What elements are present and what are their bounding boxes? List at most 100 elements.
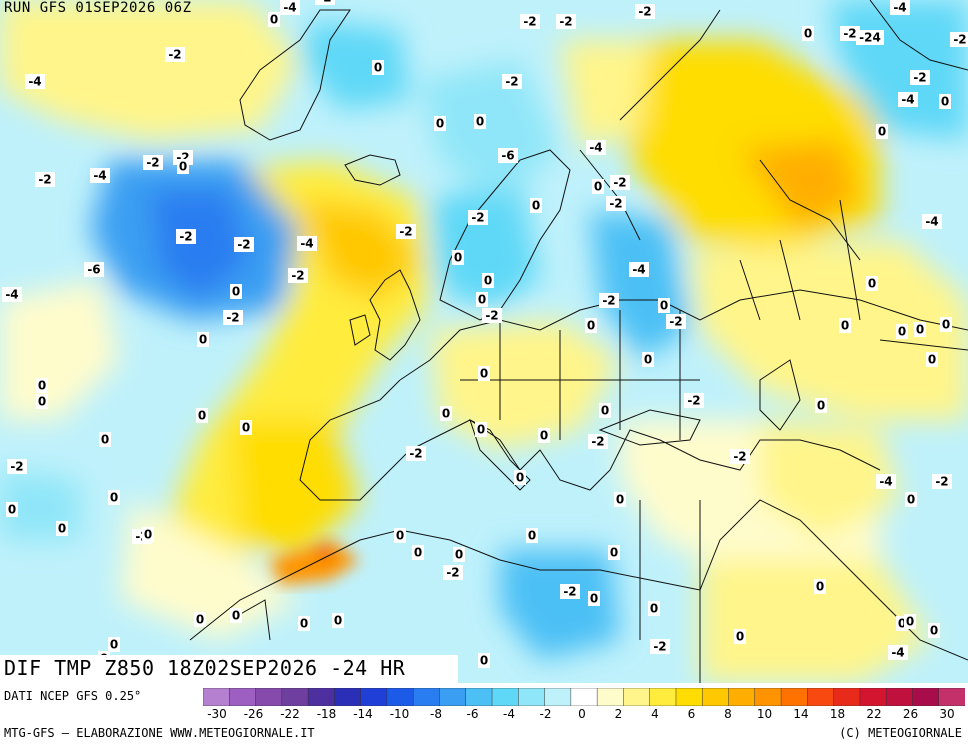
svg-text:0: 0 [660,299,668,313]
source-label: DATI NCEP GFS 0.25° [4,689,142,703]
contour-label: 0 [658,298,670,313]
color-scale-tick: -22 [280,707,300,721]
contour-label: -2 [176,229,196,244]
temperature-anomaly-map: -4-20-2-2-2-40-2-24-20-2-40-20-2-400-2-2… [0,0,968,683]
svg-text:0: 0 [878,125,886,139]
svg-text:-4: -4 [589,141,602,155]
svg-text:0: 0 [232,609,240,623]
contour-label: 0 [394,528,406,543]
color-scale-tick: 22 [866,707,882,721]
color-scale-tick: -6 [466,707,479,721]
contour-label: 0 [56,521,68,536]
contour-label: 0 [526,528,538,543]
color-swatch [203,688,231,706]
contour-label: 0 [453,547,465,562]
svg-text:-2: -2 [168,48,181,62]
svg-text:-2: -2 [237,238,250,252]
color-scale [203,688,965,706]
contour-label: 0 [866,276,878,291]
color-swatch [360,688,388,706]
svg-text:0: 0 [594,180,602,194]
svg-text:-2: -2 [733,450,746,464]
color-scale-tick: 2 [614,707,623,721]
svg-text:-4: -4 [879,475,892,489]
color-scale-tick: -26 [243,707,264,721]
color-swatch [859,688,887,706]
svg-text:0: 0 [930,624,938,638]
run-title: RUN GFS 01SEP2026 06Z [4,0,192,16]
svg-text:0: 0 [334,614,342,628]
svg-text:0: 0 [455,548,463,562]
svg-text:0: 0 [898,617,906,631]
svg-text:0: 0 [942,318,950,332]
contour-label: -4 [890,0,910,15]
contour-label: -2 [840,26,860,41]
contour-label: 0 [585,318,597,333]
svg-text:0: 0 [476,115,484,129]
svg-text:0: 0 [480,654,488,668]
contour-label: -2 [932,474,952,489]
contour-label: 0 [108,490,120,505]
contour-label: 0 [926,352,938,367]
contour-label: -2 [223,310,243,325]
color-scale-tick: -10 [389,707,410,721]
svg-text:-4: -4 [925,215,938,229]
svg-text:-2: -2 [609,197,622,211]
color-scale-tick: 0 [578,707,586,721]
contour-label: 0 [230,284,242,299]
contour-label: -2 [599,293,619,308]
contour-label: 0 [814,579,826,594]
svg-text:0: 0 [196,613,204,627]
contour-label: -24 [856,30,884,45]
svg-text:-4: -4 [93,169,106,183]
svg-text:0: 0 [868,277,876,291]
svg-text:-4: -4 [891,646,904,660]
color-scale-tick: -30 [207,707,227,721]
color-swatch [544,688,572,706]
contour-label: 0 [530,198,542,213]
svg-text:-4: -4 [893,1,906,15]
color-scale-tick: 4 [651,707,659,721]
svg-text:0: 0 [454,251,462,265]
contour-label: -2 [560,584,580,599]
contour-label: -2 [730,449,750,464]
color-swatch [623,688,651,706]
contour-label: 0 [36,378,48,393]
contour-label: 0 [412,545,424,560]
contour-label: -4 [922,214,942,229]
color-swatch [386,688,414,706]
contour-label: -2 [650,639,670,654]
svg-text:0: 0 [907,493,915,507]
contour-label: 0 [230,608,242,623]
field-title-box: DIF TMP Z850 18Z02SEP2026 -24 HR [0,655,458,683]
contour-label: 0 [876,124,888,139]
svg-text:-2: -2 [591,435,604,449]
contour-label: 0 [6,502,18,517]
contour-label: 0 [240,420,252,435]
contour-label: 0 [648,601,660,616]
color-swatch [675,688,704,706]
svg-text:-2: -2 [146,156,159,170]
color-swatch [307,688,336,706]
contour-label: -2 [502,74,522,89]
svg-text:0: 0 [436,117,444,131]
color-swatch [807,688,835,706]
contour-label: 0 [194,612,206,627]
color-swatch [491,688,520,706]
contour-label: 0 [474,114,486,129]
credit-right: (C) METEOGIORNALE [839,726,962,740]
contour-label: -6 [84,262,104,277]
contour-label: 0 [475,422,487,437]
color-scale-tick: -8 [430,707,442,721]
svg-text:-2: -2 [179,230,192,244]
contour-label: -2 [288,268,308,283]
svg-text:0: 0 [528,529,536,543]
svg-text:-2: -2 [38,173,51,187]
color-scale-tick: -18 [316,707,337,721]
svg-text:0: 0 [110,491,118,505]
svg-text:0: 0 [916,323,924,337]
contour-label: -4 [876,474,896,489]
svg-text:0: 0 [610,546,618,560]
svg-text:-2: -2 [10,460,23,474]
contour-label: 0 [734,629,746,644]
